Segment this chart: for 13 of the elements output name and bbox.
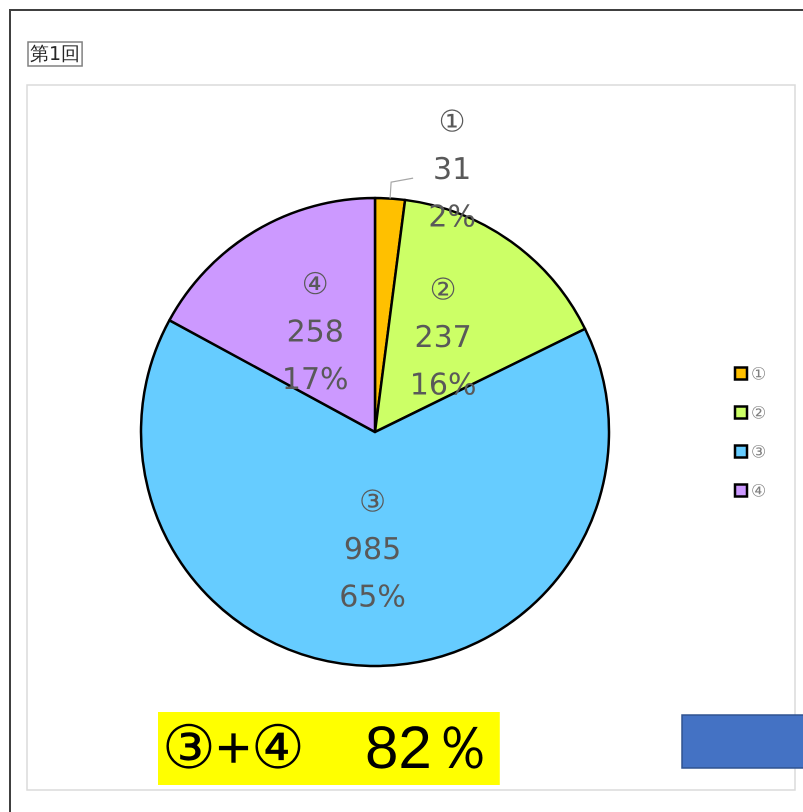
legend-label: ①: [751, 364, 766, 384]
slice-label: ①: [438, 104, 466, 140]
title: 第1回: [27, 41, 83, 67]
data-label: 985 65%: [339, 532, 406, 614]
slice-label: ②: [430, 272, 457, 308]
slice-label: ③: [359, 484, 386, 520]
legend-label: ④: [751, 482, 766, 502]
slice-label: ④: [302, 266, 329, 302]
legend-label: ③: [751, 442, 766, 462]
data-label: 258 17%: [282, 314, 349, 397]
data-label: 31 2%: [428, 152, 476, 235]
legend-label: ②: [751, 404, 766, 424]
data-label: 237 16%: [410, 320, 476, 402]
